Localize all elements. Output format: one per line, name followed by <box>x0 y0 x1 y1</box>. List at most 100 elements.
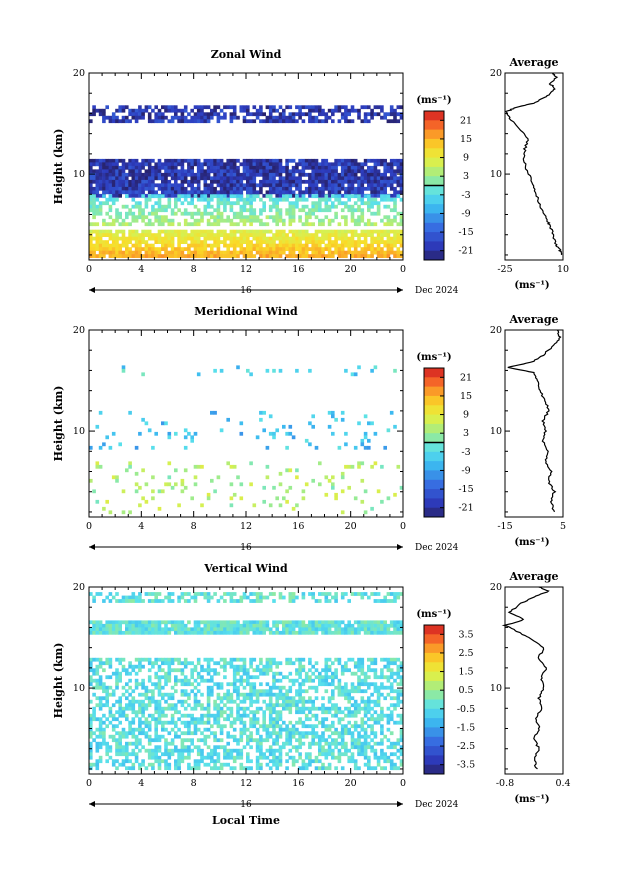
heatmap-cell <box>347 756 351 760</box>
heatmap-cell <box>171 599 175 603</box>
heatmap-cell <box>122 222 126 226</box>
heatmap-cell <box>289 159 293 163</box>
heatmap-cell <box>298 668 302 672</box>
heatmap-cell <box>102 190 106 194</box>
heatmap-cell <box>393 176 397 180</box>
heatmap-cell <box>377 194 381 198</box>
heatmap-cell <box>266 105 270 109</box>
heatmap-cell <box>253 208 257 212</box>
heatmap-cell <box>181 738 185 742</box>
heatmap-cell <box>197 162 201 166</box>
heatmap-cell <box>344 624 348 628</box>
heatmap-cell <box>99 700 103 704</box>
heatmap-cell <box>308 119 312 123</box>
heatmap-cell <box>357 254 361 258</box>
heatmap-cell <box>397 176 401 180</box>
heatmap-cell <box>99 735 103 739</box>
heatmap-cell <box>334 187 338 191</box>
heatmap-cell <box>243 105 247 109</box>
heatmap-cell <box>230 721 234 725</box>
heatmap-cell <box>357 215 361 219</box>
heatmap-cell <box>213 752 217 756</box>
heatmap-cell <box>374 194 378 198</box>
heatmap-cell <box>145 703 149 707</box>
heatmap-cell <box>217 201 221 205</box>
heatmap-cell <box>132 212 136 216</box>
heatmap-cell <box>266 190 270 194</box>
heatmap-cell <box>190 244 194 248</box>
heatmap-cell <box>164 176 168 180</box>
heatmap-cell <box>230 237 234 241</box>
heatmap-cell <box>364 247 368 251</box>
heatmap-cell <box>145 707 149 711</box>
heatmap-cell <box>269 240 273 244</box>
heatmap-cell <box>128 631 132 635</box>
heatmap-cell <box>177 756 181 760</box>
heatmap-cell <box>289 190 293 194</box>
heatmap-cell <box>184 624 188 628</box>
heatmap-cell <box>269 631 273 635</box>
heatmap-cell <box>279 119 283 123</box>
heatmap-cell <box>158 710 162 714</box>
heatmap-cell <box>164 700 168 704</box>
heatmap-cell <box>148 624 152 628</box>
heatmap-cell <box>246 162 250 166</box>
heatmap-cell <box>367 707 371 711</box>
heatmap-cell <box>109 173 113 177</box>
heatmap-cell <box>367 703 371 707</box>
heatmap-cell <box>302 237 306 241</box>
heatmap-cell <box>387 119 391 123</box>
heatmap-cell <box>230 592 234 596</box>
heatmap-cell <box>370 749 374 753</box>
heatmap-cell <box>269 105 273 109</box>
heatmap-cell <box>217 208 221 212</box>
heatmap-cell <box>164 596 168 600</box>
heatmap-cell <box>308 624 312 628</box>
heatmap-cell <box>105 700 109 704</box>
heatmap-cell <box>387 665 391 669</box>
heatmap-cell <box>311 244 315 248</box>
heatmap-cell <box>256 194 260 198</box>
heatmap-cell <box>341 735 345 739</box>
heatmap-cell <box>272 742 276 746</box>
heatmap-cell <box>367 421 371 425</box>
heatmap-cell <box>122 596 126 600</box>
heatmap-cell <box>302 247 306 251</box>
heatmap-cell <box>213 166 217 170</box>
heatmap-cell <box>357 658 361 662</box>
heatmap-cell <box>177 222 181 226</box>
heatmap-cell <box>338 756 342 760</box>
heatmap-cell <box>262 672 266 676</box>
heatmap-cell <box>308 159 312 163</box>
heatmap-cell <box>308 679 312 683</box>
heatmap-cell <box>145 693 149 697</box>
heatmap-cell <box>289 215 293 219</box>
heatmap-cell <box>298 661 302 665</box>
heatmap-cell <box>200 173 204 177</box>
heatmap-cell <box>279 745 283 749</box>
heatmap-cell <box>190 721 194 725</box>
heatmap-cell <box>383 624 387 628</box>
heatmap-cell <box>262 201 266 205</box>
heatmap-cell <box>164 169 168 173</box>
heatmap-cells <box>89 592 403 770</box>
heatmap-cell <box>171 627 175 631</box>
heatmap-cell <box>344 592 348 596</box>
heatmap-cell <box>315 105 319 109</box>
heatmap-cell <box>357 169 361 173</box>
heatmap-cell <box>390 222 394 226</box>
heatmap-cell <box>334 180 338 184</box>
heatmap-cell <box>325 675 329 679</box>
heatmap-cell <box>315 717 319 721</box>
heatmap-cell <box>164 482 168 486</box>
heatmap-cell <box>279 735 283 739</box>
heatmap-cell <box>397 254 401 258</box>
profile-x-tick-label: -25 <box>497 264 512 275</box>
heatmap-cell <box>308 237 312 241</box>
heatmap-cell <box>138 710 142 714</box>
heatmap-cell <box>240 176 244 180</box>
heatmap-cell <box>135 752 139 756</box>
heatmap-cell <box>302 631 306 635</box>
heatmap-cell <box>197 116 201 120</box>
heatmap-cell <box>370 183 374 187</box>
